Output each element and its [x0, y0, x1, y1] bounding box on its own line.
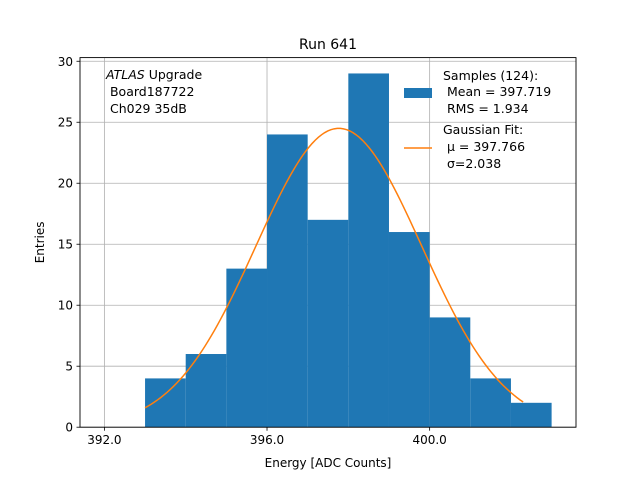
annotation-line-3: Ch029 35dB: [106, 101, 187, 116]
plot-frame: [79, 57, 577, 428]
histogram-bar: [185, 354, 227, 428]
legend-samples-line-1: Samples (124):: [443, 68, 538, 83]
y-axis-label: Entries: [33, 222, 47, 264]
histogram-bar: [470, 378, 511, 428]
x-axis-ticks: 392.0 396.0 400.0: [87, 427, 447, 447]
y-tick-label: 30: [58, 55, 73, 69]
histogram-bar: [267, 134, 308, 428]
y-tick-label: 15: [58, 238, 73, 252]
legend-samples-line-2: Mean = 397.719: [443, 84, 551, 99]
histogram-bars: [145, 73, 552, 428]
legend-fit-line-3: σ=2.038: [443, 156, 501, 171]
legend-samples-line-3: RMS = 1.934: [443, 101, 529, 116]
y-tick-label: 0: [65, 421, 73, 435]
y-tick-label: 10: [58, 299, 73, 313]
x-tick-label: 396.0: [250, 433, 284, 447]
x-axis-label: Energy [ADC Counts]: [265, 456, 392, 470]
legend-fit-line-2: μ = 397.766: [443, 139, 525, 154]
gaussian-fit-curve: [144, 127, 524, 409]
y-axis-ticks: 0 5 10 15 20 25 30: [58, 55, 80, 435]
histogram-bar: [429, 317, 471, 428]
annotation-upgrade: Upgrade: [145, 67, 203, 82]
x-tick-label: 400.0: [412, 433, 446, 447]
annotation-line-2: Board187722: [106, 84, 194, 99]
histogram-bar: [145, 378, 186, 428]
y-tick-label: 20: [58, 177, 73, 191]
annotation-line-1: ATLAS Upgrade: [105, 67, 202, 82]
histogram-bar: [388, 232, 430, 428]
x-tick-label: 392.0: [87, 433, 121, 447]
fit-layer: [144, 127, 524, 409]
histogram-bar: [510, 402, 552, 428]
y-tick-label: 25: [58, 116, 73, 130]
legend-fit-line-1: Gaussian Fit:: [443, 122, 523, 137]
y-tick-label: 5: [65, 360, 73, 374]
histogram-bar: [226, 268, 268, 428]
annotation-atlas: ATLAS: [105, 67, 145, 82]
legend-samples-swatch: [404, 88, 432, 98]
legend: Samples (124): Mean = 397.719 RMS = 1.93…: [404, 68, 551, 171]
histogram-bar: [348, 73, 389, 428]
histogram-bar: [307, 219, 349, 428]
chart-title: Run 641: [299, 37, 357, 53]
annotation-block: ATLAS Upgrade Board187722 Ch029 35dB: [105, 67, 202, 116]
